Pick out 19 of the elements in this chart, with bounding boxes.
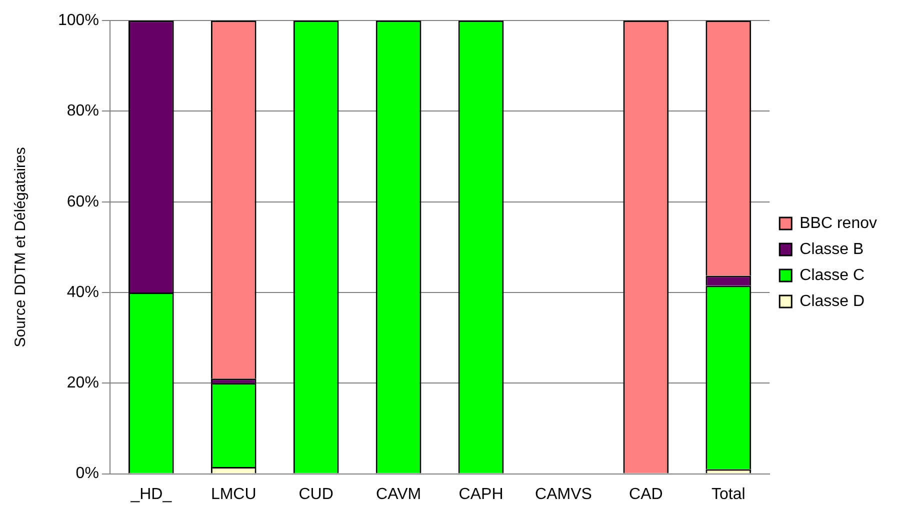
x-tick-label: CAPH [458, 486, 504, 503]
y-tick-label: 0% [76, 465, 99, 482]
y-tick-label: 60% [66, 193, 99, 210]
y-tick-label: 20% [66, 374, 99, 392]
x-tick-label: LMCU [210, 486, 256, 503]
legend-label: Classe D [800, 292, 865, 310]
legend-label: BBC renov [800, 214, 878, 232]
x-tick-label: CAD [629, 486, 663, 503]
x-tick-label: CAVM [376, 486, 422, 503]
y-tick-label: 80% [66, 102, 99, 120]
y-axis-title: Source DDTM et Délégataires [12, 147, 30, 348]
x-tick-label: CUD [298, 486, 334, 503]
legend-label: Classe C [800, 266, 865, 284]
x-tick-label: Total [712, 486, 746, 503]
x-tick-label: CAMVS [535, 486, 592, 503]
y-tick-label: 40% [66, 284, 99, 301]
y-tick-label: 100% [58, 12, 99, 30]
legend-label: Classe B [800, 240, 864, 258]
x-tick-label: _HD_ [130, 486, 173, 503]
